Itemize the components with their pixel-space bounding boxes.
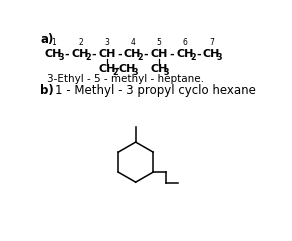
Text: 2: 2 — [138, 53, 143, 62]
Text: CH: CH — [45, 49, 62, 59]
Text: 6: 6 — [183, 38, 188, 47]
Text: -: - — [143, 49, 148, 59]
Text: b): b) — [40, 84, 54, 97]
Text: CH: CH — [98, 64, 116, 74]
Text: CH: CH — [72, 49, 89, 59]
Text: -: - — [196, 49, 201, 59]
Text: 4: 4 — [130, 38, 135, 47]
Text: 3-Ethyl - 5 - methyl - heptane.: 3-Ethyl - 5 - methyl - heptane. — [47, 74, 204, 84]
Text: CH: CH — [150, 49, 168, 59]
Text: 3: 3 — [132, 68, 138, 77]
Text: 2: 2 — [112, 68, 118, 77]
Text: CH: CH — [177, 49, 194, 59]
Text: CH: CH — [203, 49, 220, 59]
Text: CH: CH — [124, 49, 141, 59]
Text: 5: 5 — [157, 38, 161, 47]
Text: -: - — [115, 64, 119, 74]
Text: CH: CH — [150, 64, 168, 74]
Text: 7: 7 — [209, 38, 214, 47]
Text: CH: CH — [98, 49, 116, 59]
Text: 1 - Methyl - 3 propyl cyclo hexane: 1 - Methyl - 3 propyl cyclo hexane — [55, 84, 256, 97]
Text: a): a) — [40, 33, 54, 46]
Text: 1: 1 — [51, 38, 56, 47]
Text: 2: 2 — [78, 38, 83, 47]
Text: -: - — [170, 49, 174, 59]
Text: 2: 2 — [190, 53, 196, 62]
Text: 3: 3 — [59, 53, 64, 62]
Text: 3: 3 — [217, 53, 222, 62]
Text: 3: 3 — [105, 38, 110, 47]
Text: -: - — [65, 49, 69, 59]
Text: CH: CH — [119, 64, 136, 74]
Text: 3: 3 — [164, 68, 169, 77]
Text: -: - — [91, 49, 96, 59]
Text: 2: 2 — [86, 53, 91, 62]
Text: -: - — [117, 49, 122, 59]
